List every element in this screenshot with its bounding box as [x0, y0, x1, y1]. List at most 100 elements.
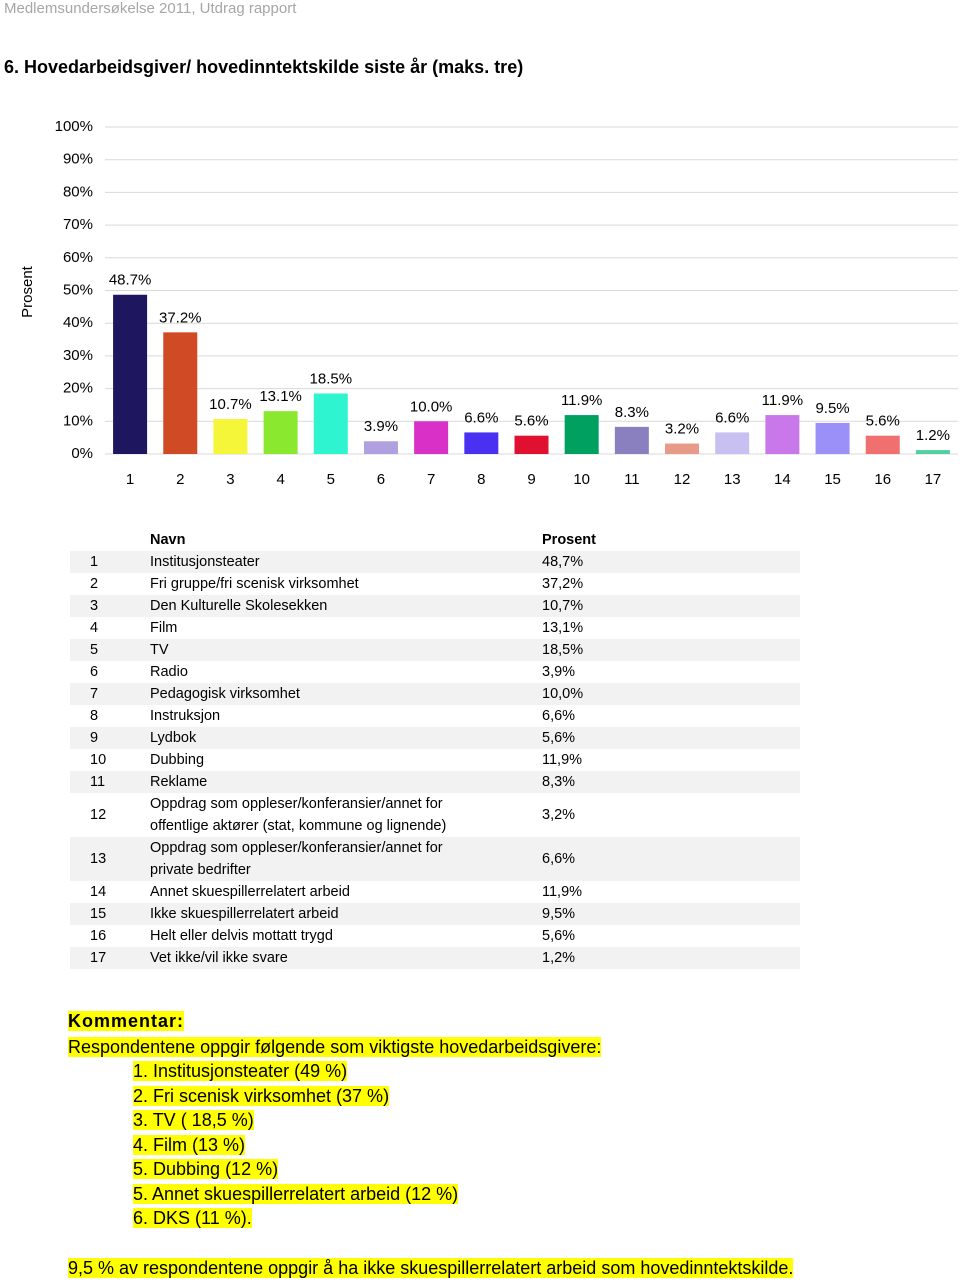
row-number: 7	[70, 683, 150, 705]
row-number: 3	[70, 595, 150, 617]
row-name-cell: Oppdrag som oppleser/konferansier/annet …	[150, 793, 542, 837]
data-table: Navn Prosent 1 Institusjonsteater 48,7% 2 Fr…	[70, 529, 800, 969]
row-number: 12	[90, 807, 107, 823]
y-axis-label: Prosent	[19, 265, 36, 318]
comment-item-text: 1. Institusjonsteater (49 %)	[133, 1061, 348, 1081]
row-percent: 10,7%	[542, 595, 800, 617]
x-tick-label: 12	[674, 471, 691, 488]
row-name: Film	[150, 620, 178, 636]
bar	[313, 393, 348, 454]
comment-item: 3. TV ( 18,5 %)	[133, 1110, 254, 1131]
row-number: 13	[70, 837, 150, 881]
table-row: 6 Radio 3,9%	[70, 661, 800, 683]
row-name-cell: Instruksjon	[150, 705, 542, 727]
running-title: Medlemsundersøkelse 2011, Utdrag rapport	[4, 0, 297, 17]
row-name-cell: TV	[150, 639, 542, 661]
row-name-cell: Institusjonsteater	[150, 551, 542, 573]
row-number: 2	[90, 576, 99, 592]
x-tick-label: 14	[774, 471, 791, 488]
x-tick-label: 11	[624, 471, 640, 488]
row-percent: 5,6%	[542, 727, 800, 749]
row-number: 10	[90, 752, 107, 768]
bar	[614, 426, 649, 454]
row-percent: 10,0%	[542, 683, 800, 705]
bar	[113, 294, 148, 454]
value-label: 9.5%	[815, 400, 849, 417]
bar	[715, 432, 750, 454]
row-name-cell: Ikke skuespillerrelatert arbeid	[150, 903, 542, 925]
bar	[915, 450, 950, 454]
comment-item: 2. Fri scenisk virksomhet (37 %)	[133, 1085, 390, 1107]
bar	[163, 332, 198, 454]
row-name: Vet ikke/vil ikke svare	[150, 950, 288, 966]
row-name: Reklame	[150, 774, 208, 790]
row-percent: 18,5%	[542, 639, 800, 661]
comment-heading: Kommentar:	[68, 1011, 185, 1032]
bar	[213, 419, 248, 454]
y-tick-label: 10%	[63, 412, 93, 429]
row-name: Fri gruppe/fri scenisk virksomhet	[150, 576, 359, 592]
row-number: 11	[70, 771, 150, 793]
row-percent: 1,2%	[542, 947, 800, 969]
bar	[414, 421, 449, 454]
value-label: 5.6%	[514, 413, 548, 430]
table-row: 7 Pedagogisk virksomhet 10,0%	[70, 683, 800, 705]
table-row: 13 Oppdrag som oppleser/konferansier/anne…	[70, 837, 800, 881]
comment-item-text: 5. Dubbing (12 %)	[133, 1159, 279, 1179]
header-cell: Prosent	[542, 532, 596, 548]
value-label: 10.7%	[209, 396, 252, 413]
value-label: 3.2%	[665, 421, 699, 438]
y-tick-label: 50%	[63, 281, 93, 298]
x-tick-label: 8	[477, 471, 485, 488]
value-label: 6.6%	[715, 409, 749, 426]
row-percent: 3,9%	[542, 664, 576, 680]
x-tick-label: 4	[276, 471, 284, 488]
value-label: 6.6%	[464, 409, 498, 426]
row-name-cell: Annet skuespillerrelatert arbeid	[150, 881, 542, 903]
value-label: 11.9%	[762, 392, 803, 409]
row-name-cell: Helt eller delvis mottatt trygd	[150, 925, 542, 947]
value-label: 3.9%	[364, 418, 398, 435]
row-number: 14	[90, 884, 107, 900]
row-percent: 5,6%	[542, 928, 576, 944]
row-name-cell: Oppdrag som oppleser/konferansier/annet …	[150, 837, 542, 881]
comment-intro-text: Respondentene oppgir følgende som viktig…	[68, 1037, 602, 1057]
x-tick-label: 15	[824, 471, 841, 488]
y-tick-label: 90%	[63, 151, 93, 168]
row-name-cell: Pedagogisk virksomhet	[150, 683, 542, 705]
x-tick-label: 9	[527, 471, 535, 488]
bar	[665, 443, 700, 454]
value-label: 13.1%	[259, 388, 302, 405]
table-row: 8 Instruksjon 6,6%	[70, 705, 800, 727]
bar	[363, 441, 398, 454]
row-percent: 3,2%	[542, 807, 576, 823]
comment-item-text: 6. DKS (11 %).	[133, 1208, 252, 1228]
bar	[564, 415, 599, 454]
comment-item-text: 4. Film (13 %)	[133, 1134, 246, 1155]
table-row: 10 Dubbing 11,9%	[70, 749, 800, 771]
bar	[865, 435, 900, 454]
y-tick-label: 70%	[63, 216, 93, 233]
row-number: 5	[70, 639, 150, 661]
bar	[765, 415, 800, 454]
y-tick-label: 40%	[63, 314, 93, 331]
row-number: 6	[90, 664, 99, 680]
y-tick-label: 30%	[63, 347, 93, 364]
value-label: 37.2%	[159, 309, 202, 326]
row-name: Oppdrag som oppleser/konferansier/annet …	[150, 796, 447, 834]
comment-item-text: 3. TV ( 18,5 %)	[133, 1110, 254, 1130]
table-row: 12 Oppdrag som oppleser/konferansier/anne…	[70, 793, 800, 837]
row-percent: 11,9%	[542, 752, 583, 768]
table-row: 2 Fri gruppe/fri scenisk virksomhet 37,2%	[70, 573, 800, 595]
row-name: Ikke skuespillerrelatert arbeid	[150, 906, 339, 922]
comment-item: 5. Dubbing (12 %)	[133, 1159, 279, 1180]
header-cell	[70, 529, 150, 551]
bar	[514, 435, 549, 454]
table-row: 14 Annet skuespillerrelatert arbeid 11,9%	[70, 881, 800, 903]
x-tick-label: 3	[226, 471, 234, 488]
y-tick-label: 100%	[55, 118, 93, 135]
row-name: Annet skuespillerrelatert arbeid	[150, 884, 350, 900]
row-percent: 6,6%	[542, 837, 800, 881]
row-name-cell: Reklame	[150, 771, 542, 793]
